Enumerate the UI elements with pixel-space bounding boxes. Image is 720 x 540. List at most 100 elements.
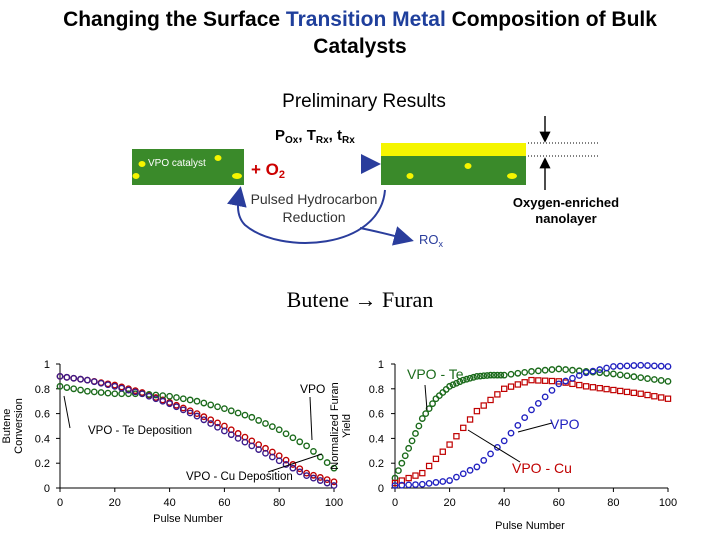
interpolated-point (282, 461, 290, 468)
interpolated-point (118, 390, 126, 398)
vpo-bulk-block (381, 156, 526, 185)
interpolated-point (296, 438, 304, 446)
data-point (473, 463, 481, 471)
interpolated-point (131, 387, 139, 395)
data-point (248, 413, 256, 421)
annotation-vpo-cu: VPO - Cu (512, 460, 572, 476)
data-point (610, 386, 617, 394)
interpolated-point (152, 395, 160, 403)
annotation-vpo-right: VPO (550, 416, 580, 432)
reduction-label-line2: Reduction (282, 209, 345, 225)
y-tick-label: 1 (378, 359, 384, 371)
interpolated-point (466, 374, 474, 382)
series-vpo (391, 361, 672, 489)
interpolated-point (470, 373, 477, 381)
interpolated-point (569, 374, 576, 382)
interpolated-point (603, 369, 610, 377)
interpolated-point (97, 389, 105, 396)
data-point (330, 478, 338, 486)
interpolated-point (412, 430, 419, 437)
x-tick-label: 100 (659, 497, 677, 509)
interpolated-point (310, 474, 317, 482)
data-point (473, 372, 481, 380)
interpolated-point (159, 397, 167, 405)
data-point (473, 407, 481, 415)
data-point (555, 365, 563, 373)
interpolated-point (412, 472, 419, 479)
oxygen-label: + O2 (251, 160, 285, 181)
data-point (391, 474, 399, 482)
interpolated-point (490, 371, 498, 379)
annotation-line (424, 384, 428, 411)
interpolated-point (323, 459, 331, 466)
annotation-line (467, 429, 521, 463)
reduction-curve-arrow (227, 186, 386, 244)
interpolated-point (425, 405, 433, 413)
interpolated-point (603, 364, 610, 372)
particle (232, 173, 242, 179)
subtitle: Preliminary Results (282, 91, 446, 112)
particle (138, 161, 146, 167)
y-tick-label: 0.4 (369, 433, 384, 445)
interpolated-point (466, 416, 474, 423)
y-tick-label: 0.8 (35, 384, 50, 396)
interpolated-point (534, 367, 542, 375)
data-point (220, 422, 228, 430)
interpolated-point (435, 392, 443, 400)
interpolated-point (657, 377, 665, 384)
interpolated-point (476, 372, 484, 380)
x-axis-label: Pulse Number (495, 520, 565, 532)
interpolated-point (425, 462, 433, 470)
y-axis-label: Normalized FuranYield (329, 382, 353, 469)
annotation-line (309, 396, 313, 441)
data-point (248, 437, 256, 445)
x-tick-label: 0 (57, 497, 63, 509)
interpolated-point (463, 375, 471, 383)
y-tick-label: 0.6 (35, 409, 50, 421)
interpolated-point (214, 419, 221, 427)
data-point (610, 363, 617, 370)
interpolated-point (589, 384, 597, 391)
interpolated-point (644, 362, 651, 369)
data-point (446, 382, 453, 390)
interpolated-point (535, 377, 542, 384)
interpolated-point (405, 474, 412, 482)
interpolated-point (497, 371, 505, 379)
interpolated-point (159, 392, 167, 400)
interpolated-point (118, 384, 126, 392)
interpolated-point (589, 367, 597, 375)
interpolated-point (214, 423, 221, 431)
interpolated-point (241, 433, 249, 441)
series-vpo-te-deposition (56, 382, 338, 472)
data-point (166, 399, 174, 406)
data-point (418, 415, 426, 422)
interpolated-point (650, 362, 658, 370)
particle (464, 163, 472, 169)
x-tick-label: 20 (109, 497, 121, 509)
interpolated-point (173, 403, 180, 411)
data-point (582, 383, 590, 390)
interpolated-point (466, 466, 474, 474)
x-tick-label: 80 (273, 497, 285, 509)
interpolated-point (131, 390, 139, 398)
interpolated-point (657, 394, 665, 401)
interpolated-point (415, 422, 423, 430)
y-tick-label: 0.8 (369, 384, 384, 396)
data-point (582, 369, 590, 377)
interpolated-point (401, 452, 409, 460)
interpolated-point (569, 366, 576, 374)
interpolated-point (104, 381, 112, 389)
data-point (330, 464, 338, 472)
data-point (500, 371, 508, 379)
interpolated-point (227, 407, 235, 415)
interpolated-point (227, 431, 235, 439)
data-point (138, 389, 146, 396)
interpolated-point (268, 448, 276, 456)
interpolated-point (507, 370, 515, 378)
data-point (391, 482, 399, 489)
data-point (664, 377, 672, 385)
interpolated-point (200, 416, 208, 424)
interpolated-point (483, 372, 491, 379)
interpolated-point (152, 394, 160, 401)
product-label: ROx (419, 232, 444, 249)
